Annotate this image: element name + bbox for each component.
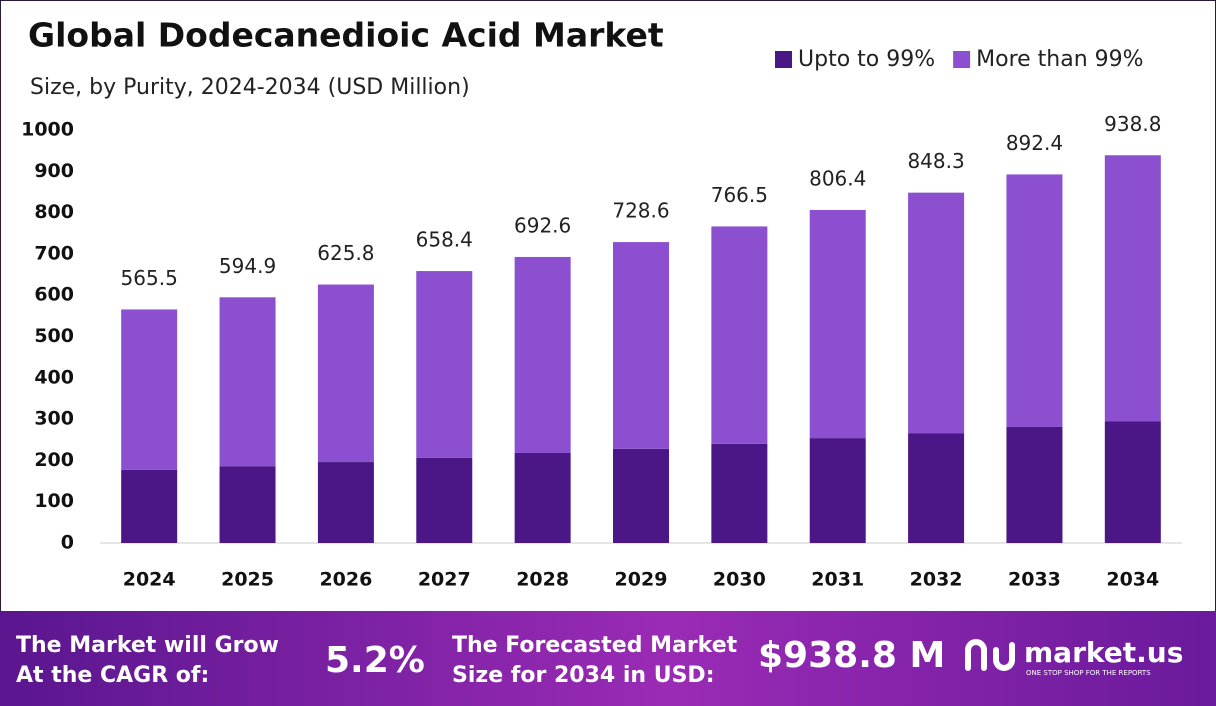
bar-segment <box>317 462 374 543</box>
x-tick-label: 2027 <box>418 569 471 591</box>
y-tick-label: 100 <box>34 490 74 512</box>
total-label: 938.8 <box>1104 112 1161 136</box>
total-label: 848.3 <box>907 149 964 173</box>
bar-segment <box>1104 155 1161 422</box>
x-tick-label: 2031 <box>811 569 864 591</box>
bar-segment <box>809 209 866 439</box>
total-label: 766.5 <box>711 183 768 207</box>
bar-segment <box>416 457 473 543</box>
tagline: ONE STOP SHOP FOR THE REPORTS <box>1026 669 1151 677</box>
bar-segment <box>416 271 473 458</box>
total-label: 625.8 <box>317 241 374 265</box>
legend-label: Upto to 99% <box>798 47 935 72</box>
bar-segment <box>908 192 965 434</box>
x-tick-label: 2033 <box>1008 569 1061 591</box>
x-tick-label: 2030 <box>713 569 766 591</box>
total-label: 692.6 <box>514 213 571 237</box>
cagr-label: At the CAGR of: <box>16 663 209 688</box>
bar-segment <box>711 443 768 543</box>
bar-segment <box>711 226 768 444</box>
bar-segment <box>219 297 276 467</box>
y-tick-label: 800 <box>34 201 74 223</box>
cagr-label: The Market will Grow <box>16 633 279 658</box>
bar-segment <box>1104 421 1161 543</box>
total-label: 565.5 <box>121 266 178 290</box>
y-tick-label: 0 <box>61 532 74 554</box>
y-tick-label: 600 <box>34 284 74 306</box>
x-tick-label: 2029 <box>615 569 668 591</box>
x-tick-label: 2025 <box>221 569 274 591</box>
total-label: 892.4 <box>1006 131 1063 155</box>
y-tick-label: 300 <box>34 408 74 430</box>
x-tick-label: 2024 <box>123 569 176 591</box>
y-tick-label: 200 <box>34 449 74 471</box>
legend-swatch <box>775 51 792 68</box>
bar-segment <box>219 466 276 543</box>
cagr-value: 5.2% <box>325 640 425 681</box>
y-tick-label: 900 <box>34 160 74 182</box>
bar-segment <box>121 309 178 470</box>
forecast-label: The Forecasted Market <box>452 633 738 658</box>
legend-label: More than 99% <box>976 47 1143 72</box>
x-tick-label: 2028 <box>516 569 569 591</box>
total-label: 728.6 <box>612 199 669 223</box>
bar-segment <box>514 452 571 543</box>
bar-segment <box>613 242 669 449</box>
bar-segment <box>121 469 178 543</box>
x-tick-label: 2032 <box>910 569 963 591</box>
total-label: 658.4 <box>416 228 473 252</box>
x-tick-label: 2034 <box>1106 569 1159 591</box>
bar-segment <box>514 256 571 453</box>
x-tick-label: 2026 <box>319 569 372 591</box>
forecast-value: $938.8 M <box>758 635 945 676</box>
bar-segment <box>1006 174 1063 427</box>
bar-segment <box>1006 426 1063 543</box>
y-tick-label: 1000 <box>21 119 74 141</box>
total-label: 594.9 <box>219 254 276 278</box>
total-label: 806.4 <box>809 166 866 190</box>
brand: market.us <box>1024 636 1183 669</box>
brand-logo <box>965 639 1015 671</box>
bar-segment <box>613 448 669 543</box>
bar-segment <box>317 284 374 463</box>
bar-segment <box>908 433 965 543</box>
forecast-label: Size for 2034 in USD: <box>452 663 715 688</box>
chart-subtitle: Size, by Purity, 2024-2034 (USD Million) <box>30 75 470 100</box>
legend-swatch <box>953 51 971 68</box>
y-tick-label: 700 <box>34 242 74 264</box>
y-tick-label: 500 <box>34 325 74 347</box>
chart-title: Global Dodecanedioic Acid Market <box>28 16 664 55</box>
y-tick-label: 400 <box>34 366 74 388</box>
bar-segment <box>809 438 866 543</box>
